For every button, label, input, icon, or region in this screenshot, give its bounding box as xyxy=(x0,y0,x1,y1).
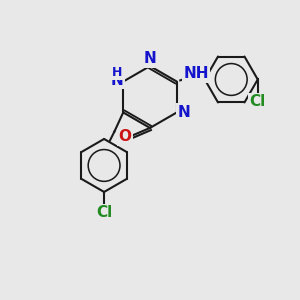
Text: Cl: Cl xyxy=(250,94,266,109)
Text: Cl: Cl xyxy=(96,205,112,220)
Text: N: N xyxy=(178,105,190,120)
Text: N: N xyxy=(144,51,156,66)
Text: N: N xyxy=(110,73,123,88)
Text: O: O xyxy=(118,129,131,144)
Text: H: H xyxy=(112,66,122,79)
Text: NH: NH xyxy=(183,66,209,81)
